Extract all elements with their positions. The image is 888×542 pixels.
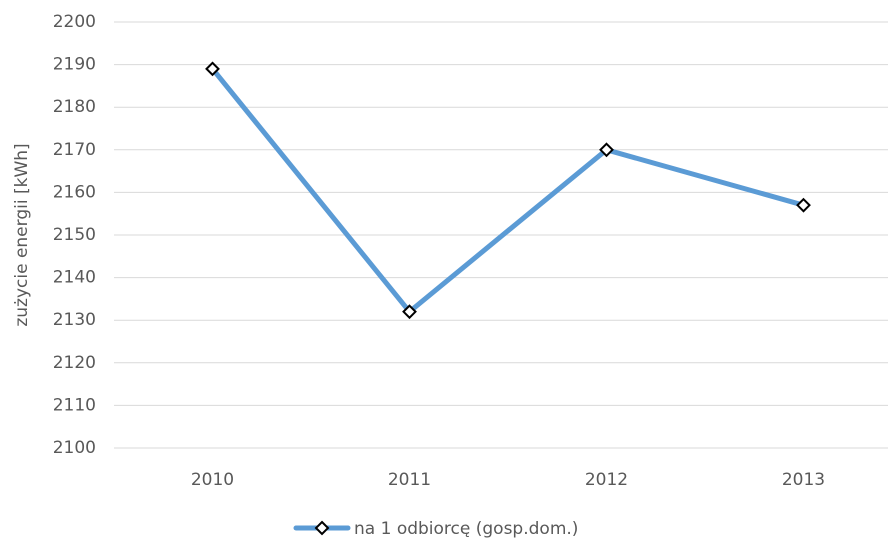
marker [599,142,614,158]
x-tick-label: 2011 [388,470,431,490]
marker [796,197,811,213]
y-tick-label: 2150 [53,225,96,245]
y-tick-label: 2180 [53,97,96,117]
legend-marker [314,520,330,536]
y-tick-label: 2200 [53,12,96,32]
y-axis-label: zużycie energii [kWh] [12,143,32,326]
y-tick-label: 2100 [53,438,96,458]
marker [205,61,220,77]
y-tick-label: 2160 [53,182,96,202]
marker [402,304,417,320]
y-tick-label: 2190 [53,55,96,75]
y-tick-label: 2140 [53,268,96,288]
x-tick-label: 2010 [191,470,234,490]
legend-label: na 1 odbiorcę (gosp.dom.) [354,519,578,539]
y-tick-label: 2110 [53,395,96,415]
y-tick-label: 2170 [53,140,96,160]
y-tick-label: 2130 [53,310,96,330]
x-tick-label: 2013 [782,470,825,490]
x-tick-label: 2012 [585,470,628,490]
series-line [210,66,806,315]
y-tick-label: 2120 [53,353,96,373]
